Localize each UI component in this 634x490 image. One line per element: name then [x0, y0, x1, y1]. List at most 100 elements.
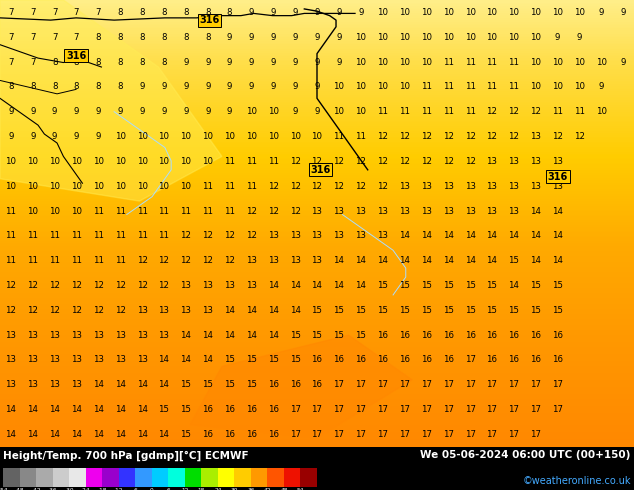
- Text: 14: 14: [465, 256, 476, 265]
- Text: 9: 9: [117, 107, 123, 116]
- Text: 17: 17: [311, 430, 323, 439]
- Text: 0: 0: [150, 488, 153, 490]
- Text: 10: 10: [486, 8, 498, 17]
- Text: 11: 11: [202, 182, 213, 191]
- Text: 11: 11: [71, 231, 82, 241]
- Text: 11: 11: [93, 231, 104, 241]
- Text: 14: 14: [290, 306, 301, 315]
- Text: 13: 13: [465, 182, 476, 191]
- Text: 13: 13: [224, 281, 235, 290]
- Text: 10: 10: [71, 157, 82, 166]
- Text: 12: 12: [508, 132, 519, 141]
- Text: 13: 13: [399, 182, 410, 191]
- Text: 15: 15: [443, 306, 454, 315]
- Text: 14: 14: [136, 405, 148, 414]
- Text: -24: -24: [81, 488, 91, 490]
- Bar: [135, 467, 152, 487]
- Text: 11: 11: [421, 82, 432, 92]
- Text: 15: 15: [421, 306, 432, 315]
- Text: 12: 12: [71, 306, 82, 315]
- Text: 11: 11: [508, 82, 519, 92]
- Text: 14: 14: [508, 231, 519, 241]
- Text: 12: 12: [27, 306, 38, 315]
- Text: 9: 9: [358, 8, 363, 17]
- Text: 7: 7: [30, 8, 36, 17]
- Text: 13: 13: [115, 355, 126, 365]
- Text: 9: 9: [8, 132, 13, 141]
- Text: 9: 9: [205, 82, 210, 92]
- Text: 14: 14: [224, 331, 235, 340]
- Text: 12: 12: [290, 206, 301, 216]
- Text: 15: 15: [246, 355, 257, 365]
- Text: 17: 17: [530, 430, 541, 439]
- Text: 14: 14: [180, 331, 191, 340]
- Text: -36: -36: [48, 488, 58, 490]
- Text: 15: 15: [377, 281, 388, 290]
- Text: 12: 12: [333, 157, 344, 166]
- Text: 16: 16: [552, 331, 563, 340]
- Text: 10: 10: [399, 33, 410, 42]
- Text: 10: 10: [71, 182, 82, 191]
- Text: 12: 12: [552, 132, 563, 141]
- Text: 12: 12: [399, 157, 410, 166]
- Text: 13: 13: [443, 206, 454, 216]
- Text: 14: 14: [268, 306, 279, 315]
- Text: 17: 17: [421, 380, 432, 390]
- Text: 9: 9: [8, 107, 13, 116]
- Text: 16: 16: [202, 430, 213, 439]
- Text: 15: 15: [486, 281, 498, 290]
- Bar: [169, 467, 185, 487]
- Text: 16: 16: [377, 355, 388, 365]
- Text: 316: 316: [66, 51, 86, 61]
- Text: 10: 10: [71, 206, 82, 216]
- Text: 13: 13: [71, 331, 82, 340]
- Text: 16: 16: [399, 355, 410, 365]
- Text: 17: 17: [508, 430, 519, 439]
- Text: 9: 9: [292, 33, 298, 42]
- Text: 17: 17: [377, 405, 388, 414]
- Text: 17: 17: [421, 430, 432, 439]
- Text: 9: 9: [74, 132, 79, 141]
- Text: 12: 12: [6, 281, 16, 290]
- Text: 12: 12: [486, 107, 498, 116]
- Text: 10: 10: [246, 107, 257, 116]
- Text: 9: 9: [336, 8, 342, 17]
- Text: 12: 12: [180, 256, 191, 265]
- Text: 9: 9: [227, 82, 232, 92]
- Text: 14: 14: [27, 430, 38, 439]
- Text: 9: 9: [314, 33, 320, 42]
- Text: 16: 16: [530, 355, 541, 365]
- Text: 16: 16: [268, 405, 279, 414]
- Polygon shape: [0, 0, 222, 201]
- Text: 10: 10: [355, 57, 366, 67]
- Text: 15: 15: [290, 331, 301, 340]
- Text: 9: 9: [249, 8, 254, 17]
- Text: 9: 9: [336, 33, 342, 42]
- Text: 17: 17: [508, 405, 519, 414]
- Text: 14: 14: [421, 256, 432, 265]
- Text: 17: 17: [399, 430, 410, 439]
- Text: 7: 7: [8, 33, 14, 42]
- Text: 14: 14: [6, 430, 16, 439]
- Text: 11: 11: [246, 182, 257, 191]
- Text: 12: 12: [421, 132, 432, 141]
- Text: 14: 14: [49, 430, 60, 439]
- Text: 8: 8: [8, 82, 14, 92]
- Text: 13: 13: [486, 182, 498, 191]
- Text: 12: 12: [202, 231, 213, 241]
- Text: 13: 13: [290, 256, 301, 265]
- Text: 10: 10: [27, 157, 38, 166]
- Text: 12: 12: [224, 231, 235, 241]
- Text: 13: 13: [268, 231, 279, 241]
- Text: -30: -30: [65, 488, 74, 490]
- Text: 13: 13: [333, 206, 344, 216]
- Text: 8: 8: [117, 82, 123, 92]
- Text: 8: 8: [139, 33, 145, 42]
- Text: 11: 11: [49, 231, 60, 241]
- Text: 14: 14: [530, 256, 541, 265]
- Text: 17: 17: [355, 405, 366, 414]
- Text: 10: 10: [115, 182, 126, 191]
- Text: 316: 316: [199, 15, 219, 25]
- Text: 11: 11: [224, 182, 235, 191]
- Text: 17: 17: [333, 405, 344, 414]
